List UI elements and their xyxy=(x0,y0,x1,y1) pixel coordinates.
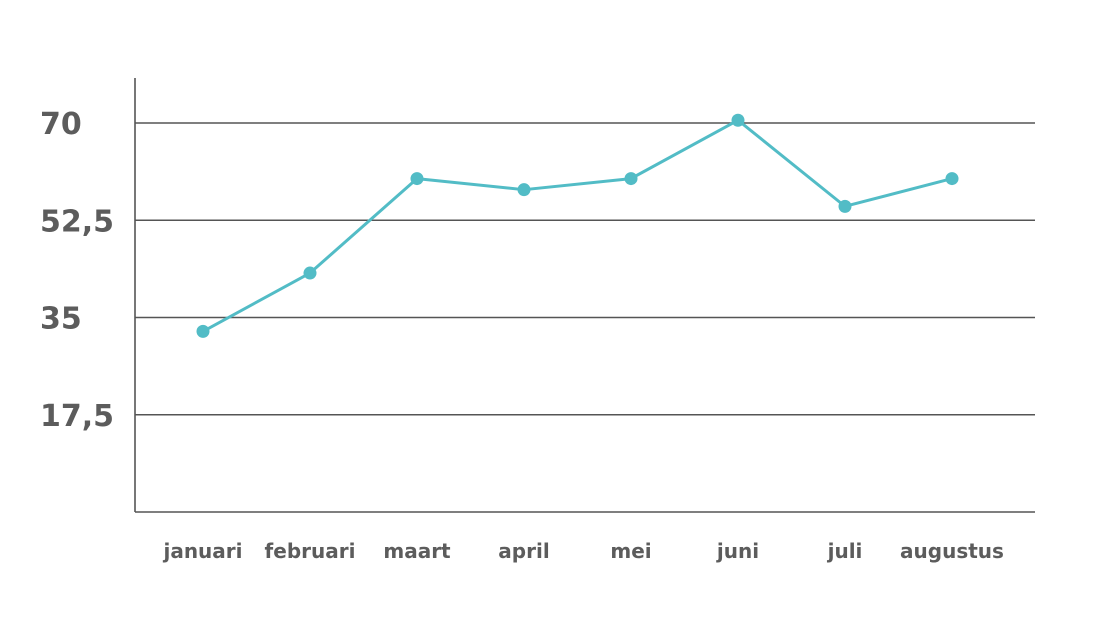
x-tick-label: februari xyxy=(265,539,356,563)
x-tick-label: augustus xyxy=(900,539,1004,563)
y-tick-label: 17,5 xyxy=(40,399,114,434)
series xyxy=(196,113,959,338)
x-tick-label: juni xyxy=(716,539,759,563)
y-tick-label: 35 xyxy=(40,302,82,337)
series-line xyxy=(201,118,954,333)
data-point xyxy=(517,183,531,197)
x-tick-label: april xyxy=(498,539,549,563)
x-tick-label: januari xyxy=(162,539,242,563)
x-tick-labels: januari februari maart april mei juni juli augu… xyxy=(162,539,1003,563)
data-point xyxy=(838,199,852,213)
x-tick-label: mei xyxy=(610,539,651,563)
axes xyxy=(134,78,1035,513)
gridlines xyxy=(135,122,1035,416)
data-point xyxy=(410,172,424,186)
data-point xyxy=(624,172,638,186)
data-point xyxy=(196,324,210,338)
data-point xyxy=(945,172,959,186)
data-point xyxy=(303,266,317,280)
y-tick-labels: 17,5 35 52,5 70 xyxy=(40,107,114,434)
y-tick-label: 52,5 xyxy=(40,204,114,239)
x-tick-label: maart xyxy=(383,539,451,563)
x-tick-label: juli xyxy=(827,539,863,563)
y-tick-label: 70 xyxy=(40,107,82,142)
data-point xyxy=(731,113,745,127)
